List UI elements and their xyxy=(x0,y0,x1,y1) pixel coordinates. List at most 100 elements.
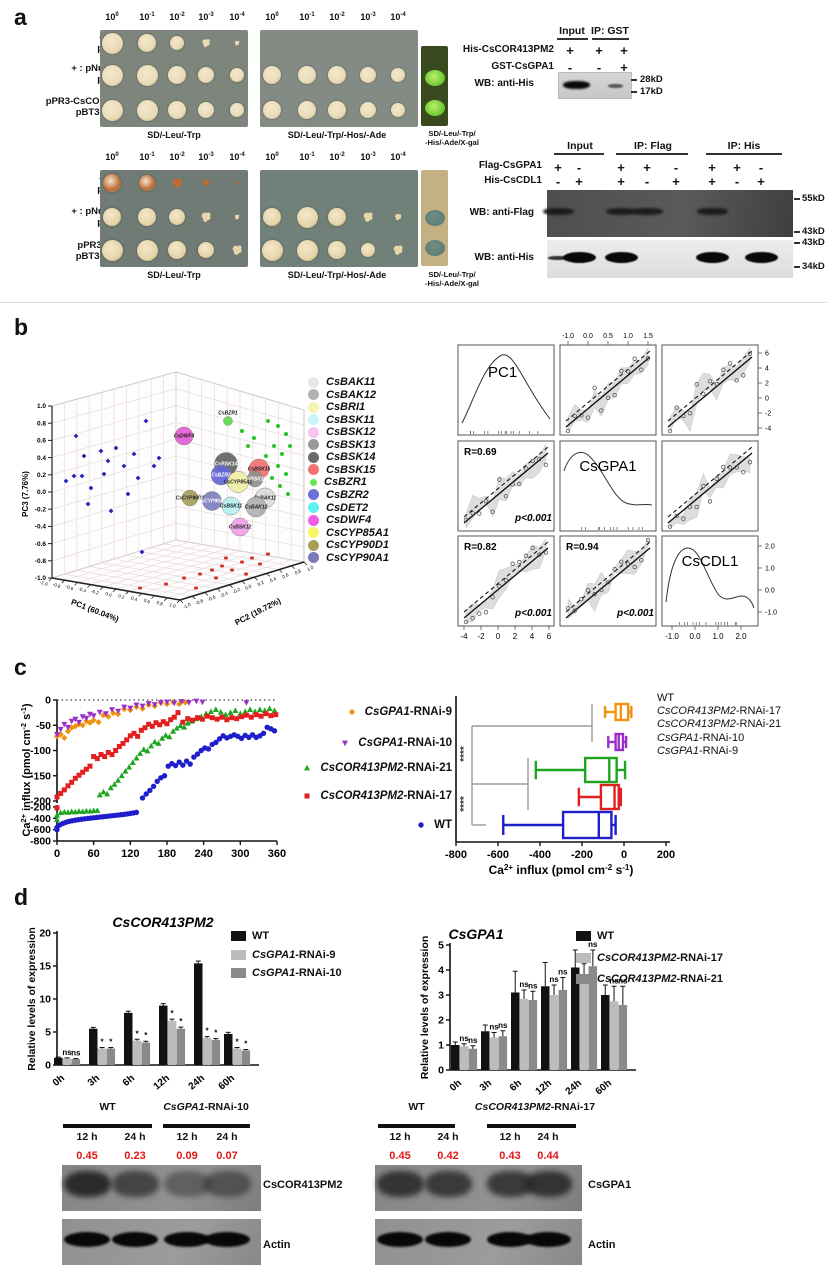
yeast-spot xyxy=(262,207,282,227)
svg-text:0.8: 0.8 xyxy=(156,600,164,607)
yeast-spot xyxy=(360,242,376,258)
dilution-label: 10-3 xyxy=(198,12,214,22)
gene-bubble: CsDWF4 xyxy=(174,426,194,446)
wb-band xyxy=(563,81,590,89)
legend-swatch xyxy=(576,974,591,984)
gene-bubble: CsCYP90A1 xyxy=(198,491,227,511)
svg-text:0: 0 xyxy=(765,396,769,403)
yeast-plate xyxy=(100,30,248,127)
plus-minus-sign: + xyxy=(708,174,716,189)
panel-c-label: c xyxy=(14,654,27,680)
pc2-axis-label: PC2 (19.72%) xyxy=(233,596,282,627)
svg-text:4: 4 xyxy=(530,632,535,641)
marker-dash xyxy=(794,242,800,244)
svg-text:CsCYP90A1: CsCYP90A1 xyxy=(198,499,227,505)
pca-point-red xyxy=(224,556,228,560)
svg-text:0: 0 xyxy=(45,1060,51,1072)
svg-text:-800: -800 xyxy=(30,836,51,848)
plate-medium-label: SD/-Leu/-Trp/-Hos/-Ade xyxy=(287,270,387,280)
svg-text:0.0: 0.0 xyxy=(583,333,593,340)
matrix-cell-0-0: PC1 xyxy=(457,344,555,436)
wb-band xyxy=(525,1232,571,1247)
significance-label: ns xyxy=(62,1048,72,1057)
bar xyxy=(519,998,529,1070)
svg-text:-50: -50 xyxy=(36,720,51,732)
blot-row-label: GST-CsGPA1 xyxy=(491,61,554,72)
yeast-spot xyxy=(230,243,244,257)
svg-text:0.5: 0.5 xyxy=(603,333,613,340)
bar-legend-item: WT xyxy=(231,930,269,942)
scatter-legend-item: CsCOR413PM2-RNAi-17 xyxy=(232,790,452,802)
matrix-diag-label: CsGPA1 xyxy=(579,458,636,475)
pca-point-green xyxy=(288,444,292,448)
dilution-label: 10-3 xyxy=(360,12,376,22)
pca-point-red xyxy=(240,560,244,564)
blot-group-label: WT xyxy=(408,1101,425,1113)
svg-text:-4: -4 xyxy=(765,426,771,433)
pca-point-red xyxy=(182,576,186,580)
pca-point-green xyxy=(278,484,282,488)
significance-stars: **** xyxy=(459,746,470,762)
matrix-cell-1-1: CsGPA1 xyxy=(559,440,657,532)
lane-label: 12 h xyxy=(499,1131,521,1143)
wb-membrane-anti-his xyxy=(547,240,793,278)
gene-bubble: CsBZR1 xyxy=(218,411,238,426)
lane-label: 24 h xyxy=(124,1131,146,1143)
svg-text:0.2: 0.2 xyxy=(117,593,125,600)
significance-label: ns xyxy=(558,968,568,977)
band-ratio: 0.23 xyxy=(124,1150,146,1162)
pca-point-red xyxy=(210,568,214,572)
xgal-spot xyxy=(424,100,445,116)
bar xyxy=(549,995,559,1070)
scatter-legend-item: WT xyxy=(232,819,452,831)
gene-bubble: CsCYP85A1 xyxy=(224,471,253,493)
yeast-spot xyxy=(197,101,215,119)
legend-swatch xyxy=(308,439,319,451)
bar xyxy=(511,992,520,1070)
gene-bubble: CsBAK12 xyxy=(245,496,268,518)
svg-text:0.0: 0.0 xyxy=(105,591,113,598)
pca-legend-item: CsDET2 xyxy=(308,502,368,514)
pca-point-green xyxy=(276,464,280,468)
band-ratio: 0.09 xyxy=(176,1150,198,1162)
bar-legend-item: CsCOR413PM2-RNAi-21 xyxy=(576,973,723,985)
lane-label: 24 h xyxy=(216,1131,238,1143)
yeast-spot xyxy=(101,64,123,86)
wb-label: WB: anti-Flag xyxy=(469,207,534,218)
blot-group-label: WT xyxy=(99,1101,116,1113)
protein-membrane xyxy=(62,1165,261,1211)
svg-text:-0.4: -0.4 xyxy=(35,524,47,531)
xgal-spot xyxy=(424,240,445,256)
plus-minus-sign: - xyxy=(555,174,561,189)
legend-swatch xyxy=(231,931,246,941)
matrix-cell-0-2 xyxy=(661,344,759,436)
plus-minus-sign: - xyxy=(734,174,740,189)
panel-divider xyxy=(0,302,827,303)
svg-text:1.0: 1.0 xyxy=(712,632,724,641)
bar xyxy=(97,1048,107,1065)
pca-point-green xyxy=(264,454,268,458)
pca-legend-item: CsCYP90D1 xyxy=(308,539,389,551)
matrix-diag-label: CsCDL1 xyxy=(682,553,739,570)
significance-label: ns xyxy=(489,1023,499,1032)
svg-text:CsBSK14: CsBSK14 xyxy=(215,462,238,468)
bar xyxy=(558,990,568,1070)
dilution-label: 10-1 xyxy=(139,152,155,162)
svg-text:-200: -200 xyxy=(30,796,51,808)
pca-legend-item: CsBAK12 xyxy=(308,389,376,401)
pca-point-green xyxy=(272,444,276,448)
gene-bubble: CsBSK13 xyxy=(244,470,266,488)
legend-swatch xyxy=(308,426,319,438)
wb-band xyxy=(543,208,574,215)
yeast-spot xyxy=(101,239,123,261)
blot-col-header: IP: GST xyxy=(591,25,629,37)
bar xyxy=(232,1048,242,1065)
matrix-cell-0-1 xyxy=(559,344,657,436)
box-CsCOR413PM2-RNAi-17 xyxy=(577,783,623,811)
plus-minus-sign: - xyxy=(644,174,650,189)
lane-label: 12 h xyxy=(76,1131,98,1143)
gene-bubble: CsBSK12 xyxy=(229,517,251,537)
box-WT xyxy=(502,810,617,840)
lane-label: 24 h xyxy=(537,1131,559,1143)
